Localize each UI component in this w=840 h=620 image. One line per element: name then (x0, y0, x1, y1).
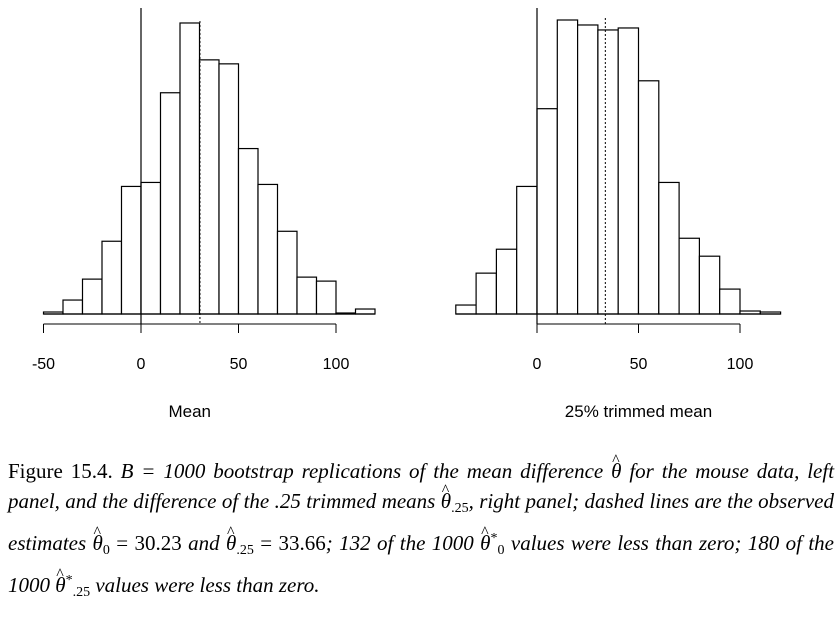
histogram-bar (159, 92, 181, 315)
histogram-bar (719, 288, 741, 315)
caption-figure-label: Figure 15.4. (8, 459, 113, 483)
histogram-bar (475, 272, 498, 315)
theta-hat-symbol: θ (226, 518, 236, 558)
histogram-bar (637, 80, 660, 315)
histogram-bar (218, 63, 240, 315)
histogram-bar (617, 27, 640, 315)
histogram-bar (276, 230, 298, 315)
x-tick-label: 0 (533, 356, 542, 373)
histogram-bar (536, 108, 558, 315)
histogram-bar (257, 183, 279, 315)
caption-text-5: ; 132 of the 1000 (325, 531, 481, 555)
histogram-bar (62, 299, 84, 315)
caption-equation-2: = 33.66 (253, 531, 326, 555)
caption-text-4: and (181, 531, 227, 555)
theta-hat-symbol: θ (441, 476, 451, 516)
histogram-bar (556, 19, 579, 315)
caption-equation-1: = 30.23 (109, 531, 182, 555)
histogram-bar (516, 185, 538, 315)
subscript-25: .25 (72, 585, 91, 600)
histogram-bar (120, 185, 142, 315)
figure-panels: -50 0 50 100 Mean 0 50 100 25% trimmed mean (32, 8, 782, 421)
histogram-bar (296, 276, 318, 315)
histogram-bar (237, 147, 259, 315)
histogram-bar (597, 29, 619, 315)
x-axis-title: 25% trimmed mean (565, 402, 712, 421)
x-tick-label: 50 (230, 356, 248, 373)
x-tick-label: 0 (137, 356, 146, 373)
histogram-bar (81, 278, 103, 315)
caption-text-2: for the mouse data, left panel, and the … (8, 459, 835, 513)
subscript-25: .25 (236, 543, 254, 558)
x-tick-label: 100 (727, 356, 754, 373)
caption-b-equation: B = 1000 (120, 459, 206, 483)
histogram-bar (658, 181, 680, 315)
subscript-25: .25 (451, 501, 469, 516)
histogram-trimmed-mean-panel: 0 50 100 25% trimmed mean (455, 8, 782, 421)
theta-hat-symbol: θ (93, 518, 103, 558)
histogram-bar (140, 181, 162, 315)
histogram-bar (198, 59, 220, 315)
theta-hat-symbol: θ (480, 518, 490, 558)
caption-text-7: values were less than zero. (90, 573, 320, 597)
caption-text-1: bootstrap replications of the mean diffe… (205, 459, 612, 483)
theta-hat-symbol: θ (55, 560, 65, 600)
histogram-bar (101, 240, 123, 315)
histogram-bar (455, 304, 477, 315)
histogram-bar (179, 22, 201, 315)
x-tick-label: 100 (323, 356, 350, 373)
superscript-star: * (490, 531, 498, 546)
x-tick-label: -50 (32, 356, 55, 373)
histogram-bar (315, 280, 337, 315)
x-tick-label: 50 (630, 356, 648, 373)
histogram-bar (576, 24, 599, 315)
superscript-star: * (65, 573, 73, 588)
histogram-bar (678, 237, 700, 315)
x-axis-title: Mean (168, 402, 211, 421)
subscript-0: 0 (102, 543, 110, 558)
figure-caption: Figure 15.4. B = 1000 bootstrap replicat… (8, 446, 835, 608)
theta-hat-symbol: θ (611, 446, 621, 486)
caption-text-6: values were less than zero; 180 of the 1… (8, 531, 835, 597)
histogram-bar (354, 308, 376, 315)
histogram-mean-panel: -50 0 50 100 Mean (32, 8, 376, 421)
caption-text-3: , right panel; dashed lines are the obse… (8, 489, 834, 555)
histogram-bar (698, 255, 721, 315)
histogram-bar (495, 248, 518, 315)
subscript-0: 0 (497, 543, 505, 558)
